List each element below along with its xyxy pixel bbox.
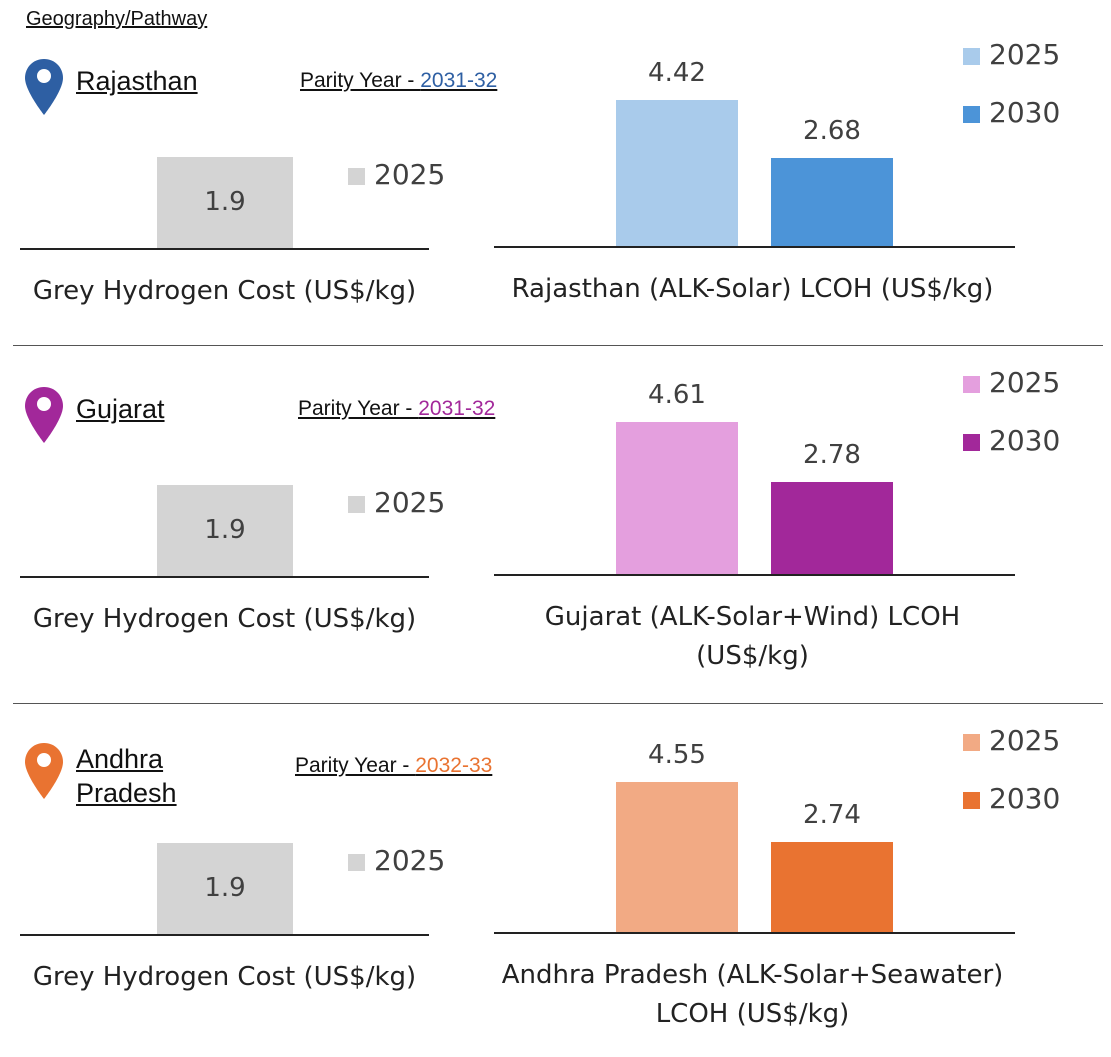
lcoh-legend-label: 2025: [989, 38, 1061, 71]
region-section: Andhra Pradesh Parity Year - 2032-33 1.9 202…: [0, 716, 1111, 1046]
grey-chart-axis: [20, 934, 429, 936]
lcoh-chart-axis: [494, 574, 1015, 576]
lcoh-bar-value: 2.74: [803, 800, 861, 830]
grey-chart-axis: [20, 576, 429, 578]
lcoh-legend-swatch: [963, 734, 980, 751]
parity-value: 2031-32: [420, 69, 498, 92]
lcoh-bar-value: 4.42: [648, 58, 706, 88]
parity-value: 2032-33: [415, 754, 493, 777]
lcoh-chart-title: Rajasthan (ALK-Solar) LCOH (US$/kg): [470, 270, 1035, 309]
lcoh-chart-axis: [494, 246, 1015, 248]
lcoh-title-line: Rajasthan (ALK-Solar) LCOH (US$/kg): [511, 274, 994, 304]
location-pin-icon: [24, 386, 64, 444]
parity-label: Parity Year -: [300, 69, 421, 92]
lcoh-legend-swatch: [963, 376, 980, 393]
parity-year: Parity Year - 2031-32: [300, 69, 497, 93]
region-name: Rajasthan: [76, 66, 198, 96]
grey-bar: [157, 157, 293, 248]
lcoh-bar-value: 2.68: [803, 116, 861, 146]
lcoh-legend-label: 2025: [989, 724, 1061, 757]
grey-bar: [157, 843, 293, 934]
page-header: Geography/Pathway: [26, 8, 208, 30]
lcoh-chart-title: Andhra Pradesh (ALK-Solar+Seawater) LCOH …: [470, 956, 1035, 1034]
grey-chart-title: Grey Hydrogen Cost (US$/kg): [32, 962, 417, 992]
location-pin-icon: [24, 58, 64, 116]
lcoh-legend-swatch: [963, 48, 980, 65]
grey-bar-value: 1.9: [204, 872, 246, 903]
grey-legend-label: 2025: [374, 486, 446, 519]
region-name: Gujarat: [76, 394, 165, 424]
lcoh-bar-value: 4.61: [648, 380, 706, 410]
region-name: Andhra Pradesh: [76, 742, 177, 810]
lcoh-legend-label: 2025: [989, 366, 1061, 399]
lcoh-bar-2030: [771, 842, 893, 932]
lcoh-bar-2025: [616, 100, 738, 246]
lcoh-bar-2030: [771, 158, 893, 246]
location-pin-icon: [24, 742, 64, 800]
lcoh-legend-label: 2030: [989, 782, 1061, 815]
parity-year: Parity Year - 2031-32: [298, 397, 495, 421]
lcoh-legend-swatch: [963, 792, 980, 809]
grey-bar: [157, 485, 293, 576]
grey-legend-label: 2025: [374, 844, 446, 877]
lcoh-title-line: LCOH (US$/kg): [655, 999, 850, 1029]
lcoh-bar-2025: [616, 782, 738, 932]
grey-bar-value: 1.9: [204, 186, 246, 217]
grey-chart-title: Grey Hydrogen Cost (US$/kg): [32, 276, 417, 306]
lcoh-bar-value: 4.55: [648, 740, 706, 770]
region-section: Rajasthan Parity Year - 2031-32 1.9 2025 Gre…: [0, 30, 1111, 360]
section-divider: [13, 345, 1103, 346]
lcoh-title-line: Gujarat (ALK-Solar+Wind) LCOH: [544, 602, 961, 632]
grey-legend-label: 2025: [374, 158, 446, 191]
lcoh-legend-swatch: [963, 106, 980, 123]
parity-year: Parity Year - 2032-33: [295, 754, 492, 778]
lcoh-title-line: Andhra Pradesh (ALK-Solar+Seawater): [501, 960, 1004, 990]
region-name-line: Pradesh: [76, 778, 177, 808]
region-section: Gujarat Parity Year - 2031-32 1.9 2025 Grey …: [0, 358, 1111, 688]
grey-legend-swatch: [348, 496, 365, 513]
lcoh-legend-label: 2030: [989, 424, 1061, 457]
lcoh-legend-label: 2030: [989, 96, 1061, 129]
parity-value: 2031-32: [418, 397, 496, 420]
lcoh-title-line: (US$/kg): [696, 641, 809, 671]
grey-bar-value: 1.9: [204, 514, 246, 545]
parity-label: Parity Year -: [295, 754, 416, 777]
grey-legend-swatch: [348, 168, 365, 185]
lcoh-bar-2025: [616, 422, 738, 574]
lcoh-chart-title: Gujarat (ALK-Solar+Wind) LCOH (US$/kg): [470, 598, 1035, 676]
lcoh-legend-swatch: [963, 434, 980, 451]
lcoh-chart-axis: [494, 932, 1015, 934]
region-name-line: Andhra: [76, 744, 164, 774]
section-divider: [13, 703, 1103, 704]
parity-label: Parity Year -: [298, 397, 419, 420]
lcoh-bar-2030: [771, 482, 893, 574]
grey-chart-axis: [20, 248, 429, 250]
grey-chart-title: Grey Hydrogen Cost (US$/kg): [32, 604, 417, 634]
grey-legend-swatch: [348, 854, 365, 871]
lcoh-bar-value: 2.78: [803, 440, 861, 470]
